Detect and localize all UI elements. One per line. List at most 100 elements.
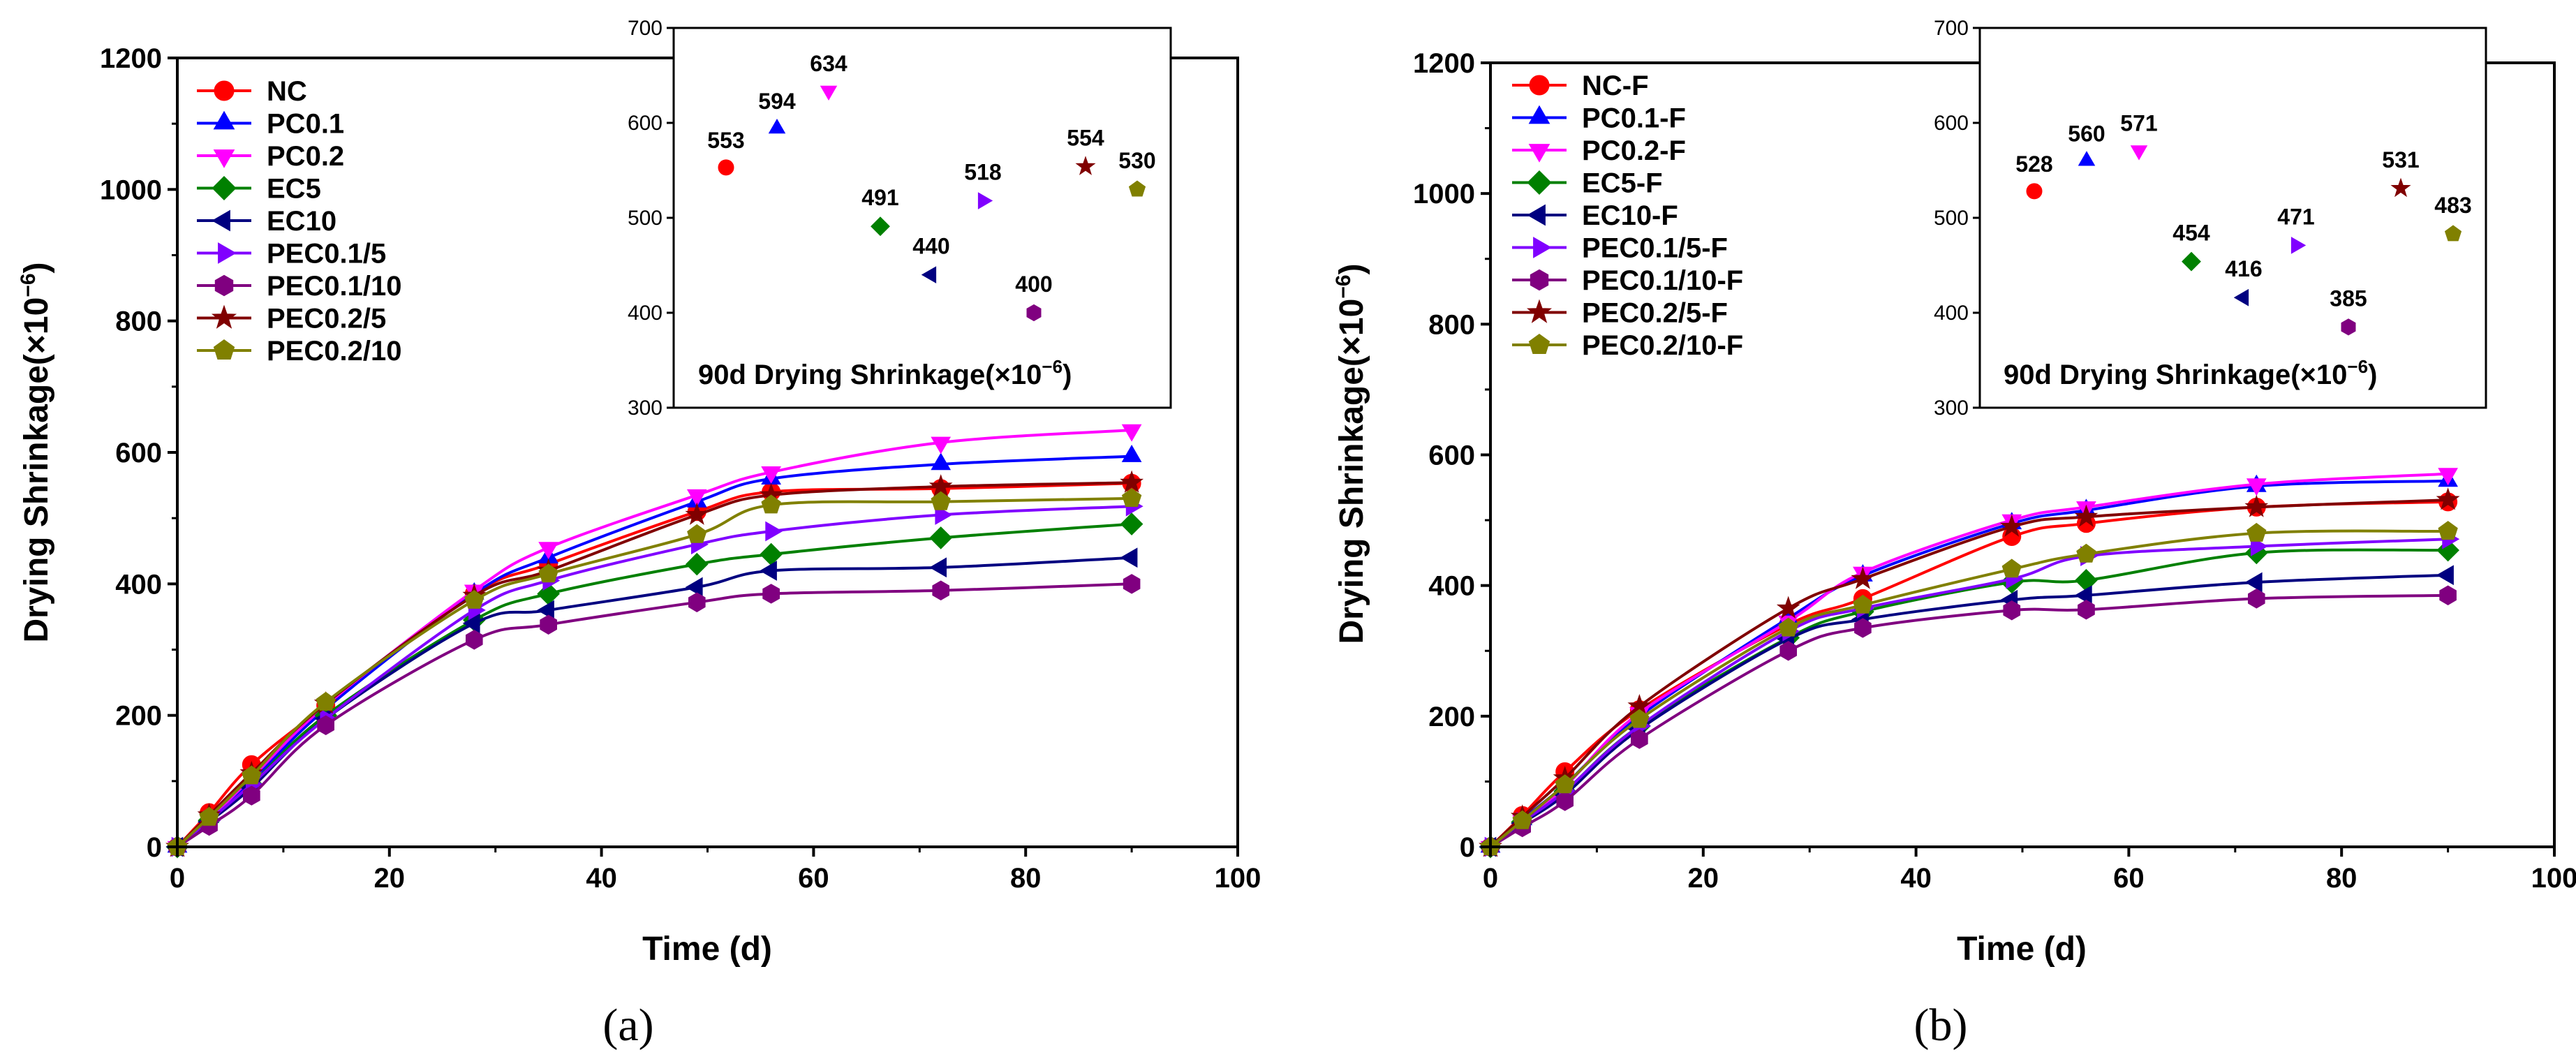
inset-value-label: 571 (2120, 110, 2157, 135)
data-point (1854, 618, 1872, 638)
data-point (1123, 574, 1141, 594)
inset-point-PEC0.2/5 (1075, 156, 1096, 175)
series-PC0.2 (167, 424, 1142, 859)
legend-entry: EC5-F (1512, 168, 1663, 199)
legend-label: NC-F (1582, 71, 1649, 101)
legend-entry: PEC0.2/10 (197, 336, 401, 367)
data-point (1555, 774, 1575, 794)
y-tick-label: 0 (1460, 832, 1475, 863)
inset-y-tick-label: 700 (628, 17, 662, 40)
x-tick-label: 80 (2326, 863, 2357, 894)
y-tick-label: 400 (115, 569, 162, 600)
inset-point-PEC0.2/5-F (2390, 177, 2411, 198)
x-tick-label: 20 (374, 863, 406, 894)
y-tick-label: 1200 (1413, 48, 1475, 79)
data-point (760, 542, 783, 566)
data-point (2439, 585, 2457, 605)
legend-entry: NC-F (1512, 71, 1649, 101)
series-NC-F (1481, 492, 2458, 857)
inset-y-tick-label: 600 (1934, 112, 1969, 135)
series-PEC0.2/10-F (1480, 521, 2458, 856)
data-point (1631, 729, 1648, 749)
y-tick-label: 400 (1428, 571, 1475, 602)
series-line (1489, 472, 2448, 848)
legend-entry: PEC0.1/10 (197, 271, 401, 302)
data-point (2246, 478, 2267, 496)
y-tick-label: 800 (1428, 309, 1475, 340)
data-point (464, 589, 484, 609)
data-point (931, 436, 952, 454)
legend-entry: PEC0.1/5 (197, 239, 386, 269)
legend-entry: EC5 (197, 174, 321, 205)
x-tick-label: 40 (1900, 863, 1932, 894)
legend-label: PC0.1-F (1582, 103, 1686, 134)
legend-marker (1528, 144, 1550, 163)
data-point (1778, 617, 1798, 637)
legend-marker (214, 274, 234, 297)
inset-point-NC (718, 159, 734, 176)
y-tick-label: 1200 (100, 43, 162, 74)
data-point (759, 561, 777, 581)
data-point (538, 563, 558, 583)
panel-a-label: (a) (602, 1000, 653, 1051)
panel-b-inset-frame (1978, 27, 2487, 409)
series-PC0.1-F (1480, 469, 2458, 853)
panel-a-inset-frame (672, 27, 1172, 409)
legend-label: PEC0.2/5 (267, 304, 386, 334)
panel-a-inset-title: 90d Drying Shrinkage(×10−6) (698, 356, 1072, 390)
data-point (2248, 589, 2265, 609)
data-point (242, 765, 262, 785)
y-tick-label: 200 (115, 701, 162, 732)
inset-y-tick-label: 300 (1934, 397, 1969, 420)
data-point (1629, 709, 1650, 728)
inset-point-EC10-F (2233, 288, 2249, 306)
data-point (762, 584, 780, 604)
y-tick-label: 800 (115, 306, 162, 337)
panel-b-y-axis-label: Drying Shrinkage(×10−6) (1332, 263, 1370, 644)
series-line (176, 481, 1132, 848)
panel-b-x-axis-label: Time (d) (1957, 931, 2087, 968)
inset-point-PEC0.1/10 (1026, 304, 1042, 322)
data-point (1853, 594, 1873, 614)
legend-label: NC (267, 76, 307, 107)
data-point (2078, 600, 2095, 620)
legend-marker (1527, 170, 1552, 195)
panel-a-inset: 300 400 500 600 700 553 594 634 491 440 518 400 554 5… (628, 17, 1172, 420)
series-EC10 (165, 547, 1138, 857)
inset-value-label: 554 (1067, 126, 1104, 151)
inset-y-tick-label: 400 (1934, 302, 1969, 325)
series-line (176, 505, 1132, 848)
inset-value-label: 440 (912, 234, 949, 259)
series-PC0.1 (167, 444, 1142, 853)
data-point (1851, 566, 1875, 589)
y-tick-label: 0 (147, 832, 162, 863)
legend-marker (214, 80, 235, 101)
inset-point-PC0.1 (768, 118, 786, 134)
inset-value-label: 471 (2277, 204, 2314, 229)
x-tick-label: 0 (1483, 863, 1498, 894)
legend-entry: PC0.1 (197, 109, 344, 140)
legend-marker (1529, 75, 1550, 96)
inset-y-tick-label: 500 (1934, 207, 1969, 230)
legend-marker (218, 242, 237, 264)
data-point (2244, 572, 2263, 593)
inset-value-label: 560 (2068, 121, 2105, 146)
legend-entry: PC0.1-F (1512, 103, 1686, 134)
data-point (929, 526, 953, 549)
inset-value-label: 454 (2172, 221, 2210, 246)
panel-b-series-layer (1479, 468, 2460, 859)
data-point (2003, 600, 2021, 621)
data-point (685, 552, 709, 576)
inset-value-label: 553 (707, 128, 744, 153)
inset-point-EC10 (921, 266, 937, 283)
legend-label: PC0.1 (267, 109, 344, 140)
x-tick-label: 100 (1215, 863, 1261, 894)
legend-entry: EC10-F (1512, 200, 1678, 231)
inset-point-PC0.2-F (2130, 145, 2148, 161)
inset-y-tick-label: 600 (628, 112, 662, 135)
data-point (1120, 470, 1144, 493)
data-point (2074, 504, 2098, 527)
